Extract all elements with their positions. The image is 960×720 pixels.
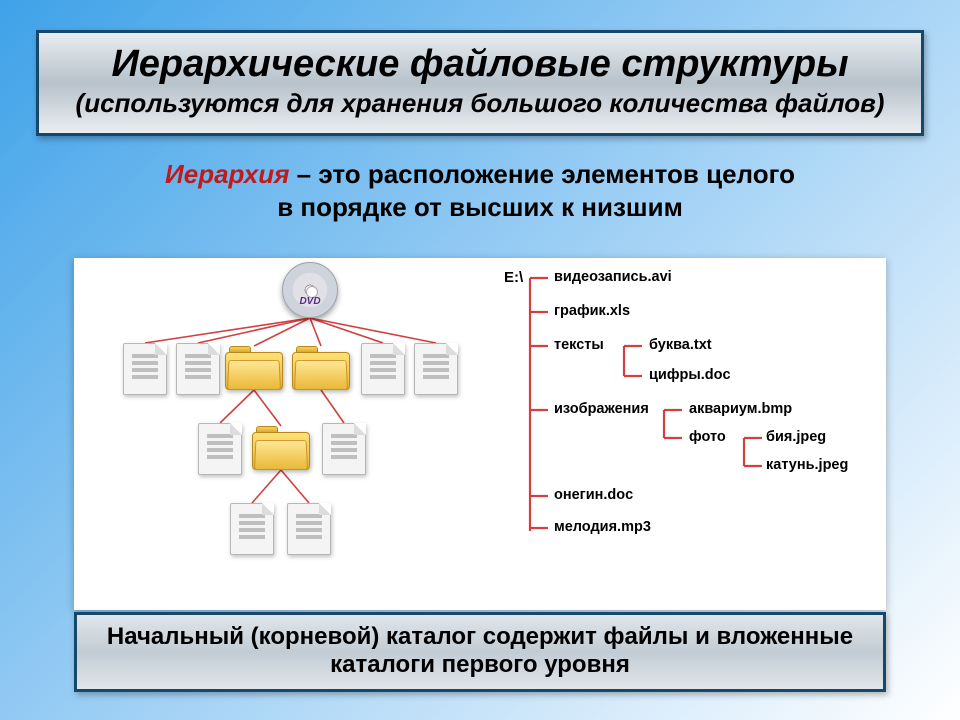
file-icon: [198, 423, 242, 475]
tree-label: катунь.jpeg: [766, 457, 848, 473]
dvd-root-icon: DVD: [282, 262, 338, 318]
tree-label: аквариум.bmp: [689, 401, 792, 417]
definition-line2: в порядке от высших к низшим: [277, 192, 683, 222]
definition-term: Иерархия: [165, 159, 289, 189]
tree-label: график.xls: [554, 303, 630, 319]
title-banner: Иерархические файловые структуры (исполь…: [36, 30, 924, 136]
footer-line1: Начальный (корневой) каталог содержит фа…: [107, 623, 853, 650]
tree-label: онегин.doc: [554, 487, 633, 503]
file-icon: [322, 423, 366, 475]
file-icon: [361, 343, 405, 395]
tree-label: буква.txt: [649, 337, 712, 353]
tree-label: мелодия.mp3: [554, 519, 651, 535]
tree-label: фото: [689, 429, 726, 445]
tree-label: E:\: [504, 269, 523, 286]
definition-rest: – это расположение элементов целого: [289, 159, 795, 189]
file-icon: [414, 343, 458, 395]
banner-subtitle: (используются для хранения большого коли…: [53, 88, 907, 119]
diagram-panel: DVD E:\ видеозапись.avi график.xls тексты бу…: [74, 258, 886, 610]
dvd-label: DVD: [282, 296, 338, 307]
file-icon: [287, 503, 331, 555]
left-hierarchy: DVD: [92, 258, 497, 610]
definition: Иерархия – это расположение элементов це…: [36, 158, 924, 223]
tree-label: изображения: [554, 401, 649, 417]
footer-line2: каталоги первого уровня: [330, 651, 630, 678]
banner-title: Иерархические файловые структуры: [53, 43, 907, 86]
right-tree: E:\ видеозапись.avi график.xls тексты буква.…: [504, 268, 880, 578]
tree-label: видеозапись.avi: [554, 269, 672, 285]
folder-icon: [225, 346, 283, 390]
folder-icon: [292, 346, 350, 390]
footer-banner: Начальный (корневой) каталог содержит фа…: [74, 612, 886, 692]
file-icon: [230, 503, 274, 555]
tree-label: бия.jpeg: [766, 429, 826, 445]
tree-label: тексты: [554, 337, 604, 353]
folder-icon: [252, 426, 310, 470]
file-icon: [176, 343, 220, 395]
tree-label: цифры.doc: [649, 367, 731, 383]
file-icon: [123, 343, 167, 395]
